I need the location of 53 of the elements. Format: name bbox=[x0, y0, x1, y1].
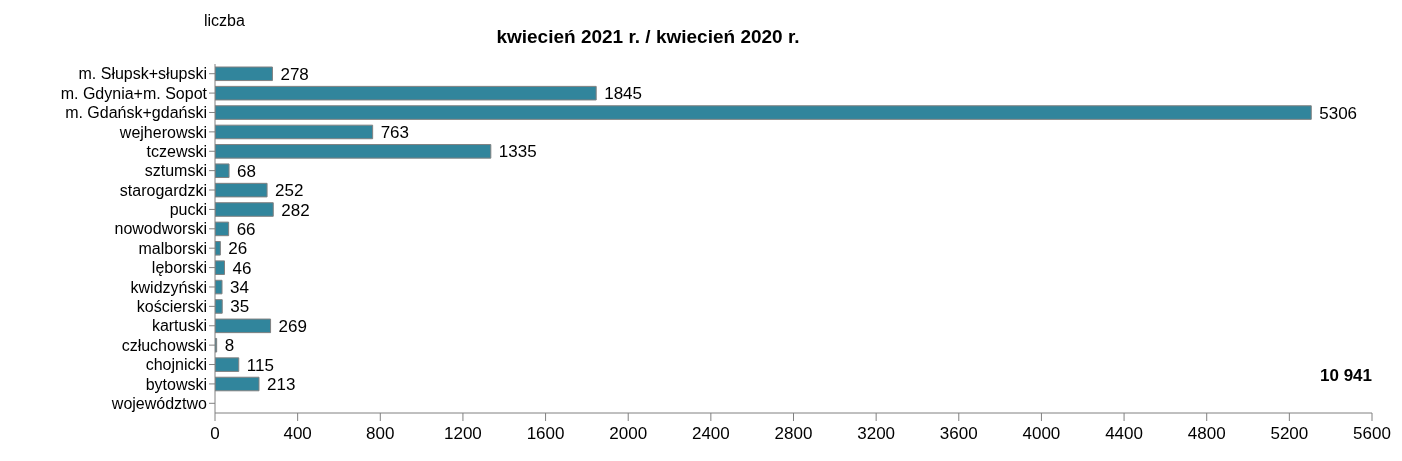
y-tick-label: bytowski bbox=[145, 375, 207, 393]
x-tick-label: 4400 bbox=[1105, 424, 1143, 444]
x-tick-label: 3200 bbox=[857, 424, 896, 444]
y-tick-label: starogardzki bbox=[119, 181, 207, 199]
x-tick-label: 2800 bbox=[774, 424, 813, 444]
data-label: 26 bbox=[228, 239, 248, 259]
x-tick-label: 400 bbox=[283, 424, 312, 444]
data-label: 5306 bbox=[1319, 103, 1358, 123]
text: liczba bbox=[204, 12, 245, 30]
y-tick-label: tczewski bbox=[146, 142, 207, 160]
data-label: 1335 bbox=[498, 142, 537, 162]
data-label: 115 bbox=[246, 355, 274, 375]
x-tick-label: 4000 bbox=[1022, 424, 1061, 444]
data-label: 68 bbox=[237, 161, 256, 181]
y-tick-label: wejherowski bbox=[118, 123, 207, 141]
y-tick-label: człuchowski bbox=[121, 336, 207, 354]
y-tick-label: pucki bbox=[169, 201, 207, 219]
x-tick-label: 5200 bbox=[1270, 424, 1309, 444]
x-tick-label: 3600 bbox=[939, 424, 978, 444]
y-tick-label: chojnicki bbox=[145, 356, 207, 374]
data-label: 46 bbox=[232, 258, 252, 278]
data-label: 213 bbox=[267, 375, 296, 395]
x-tick-label: 5600 bbox=[1353, 424, 1391, 444]
y-tick-label: sztumski bbox=[144, 162, 207, 180]
y-tick-label: m. Gdynia+m. Sopot bbox=[60, 84, 208, 102]
y-tick-label: lęborski bbox=[151, 259, 207, 277]
data-label: 278 bbox=[280, 64, 309, 84]
x-tick-label: 1200 bbox=[444, 424, 482, 444]
data-label: 8 bbox=[224, 336, 235, 356]
x-tick-label: 800 bbox=[366, 424, 395, 444]
y-tick-label: m. Gdańsk+gdański bbox=[65, 104, 207, 122]
chart-title: kwiecień 2021 r. / kwiecień 2020 r. bbox=[496, 26, 800, 47]
data-label: 35 bbox=[230, 297, 250, 317]
x-tick-label: 2400 bbox=[691, 424, 730, 444]
x-tick-label: 4800 bbox=[1187, 424, 1226, 444]
annotation: 10 941 bbox=[1320, 365, 1372, 386]
data-label: 34 bbox=[230, 278, 249, 298]
y-tick-label: województwo bbox=[110, 394, 208, 412]
y-tick-label: malborski bbox=[138, 239, 207, 257]
data-label: 66 bbox=[236, 219, 256, 239]
x-tick-label: 2000 bbox=[609, 424, 648, 444]
y-tick-label: kwidzyński bbox=[130, 278, 207, 296]
x-tick-label: 0 bbox=[210, 424, 220, 444]
data-label: 282 bbox=[281, 200, 310, 220]
data-label: 763 bbox=[380, 122, 410, 142]
y-tick-label: kościerski bbox=[136, 298, 207, 316]
data-label: 252 bbox=[275, 181, 304, 201]
y-tick-label: kartuski bbox=[151, 317, 207, 335]
y-tick-label: nowodworski bbox=[114, 220, 207, 238]
y-tick-label: m. Słupsk+słupski bbox=[78, 65, 207, 83]
data-label: 269 bbox=[278, 316, 307, 336]
data-label: 1845 bbox=[604, 84, 643, 104]
x-tick-label: 1600 bbox=[526, 424, 565, 444]
